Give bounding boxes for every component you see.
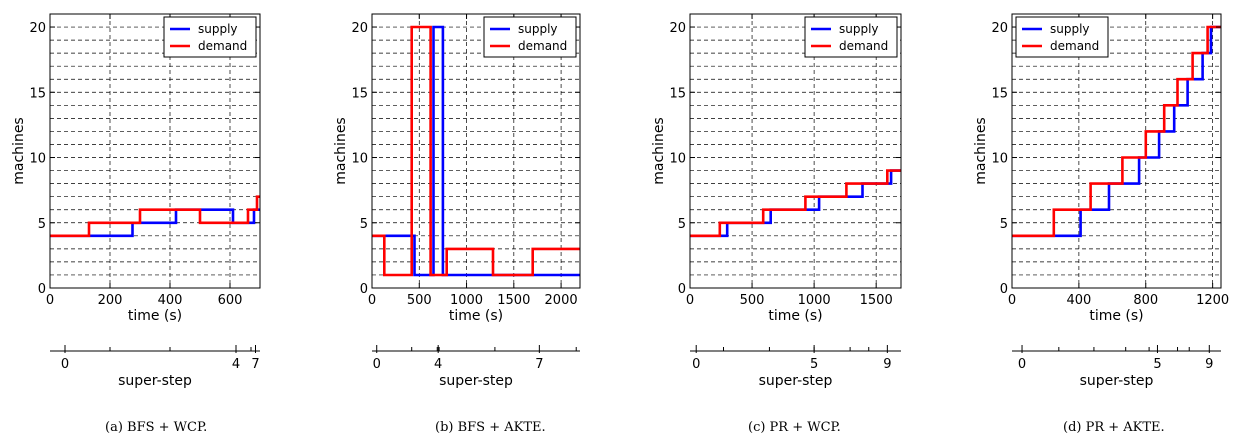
x-tick-label: 1500 (860, 293, 893, 308)
y-tick-label: 10 (669, 152, 686, 167)
super-step-tick-label: 0 (373, 357, 381, 372)
chart-panel-2: 0 5 10 15 20 0 500 1000 1500 2000 time (s) machines… (333, 13, 581, 435)
y-tick-label: 10 (351, 152, 368, 167)
super-step-tick-label: 0 (61, 357, 69, 372)
x-tick-label: 2000 (545, 293, 578, 308)
x-axis-label: time (s) (768, 308, 822, 324)
y-tick-label: 20 (991, 21, 1008, 36)
plot-frame (1011, 13, 1222, 289)
series-demand (1012, 25, 1221, 238)
y-tick-label: 10 (991, 152, 1008, 167)
legend-label-supply: supply (1050, 22, 1090, 36)
subfigure-caption: (a) BFS + WCP. (105, 420, 207, 435)
y-tick-label: 5 (678, 217, 686, 232)
y-tick-label: 0 (1000, 282, 1008, 297)
x-tick-label: 1200 (1196, 293, 1229, 308)
series-demand (690, 169, 901, 238)
y-tick-label: 0 (38, 282, 46, 297)
x-axis-label: time (s) (1089, 308, 1143, 324)
series-supply (50, 208, 260, 238)
y-tick-label: 5 (38, 217, 46, 232)
x-tick-label: 600 (218, 293, 243, 308)
super-step-label: super-step (118, 373, 192, 389)
super-step-tick-label: 0 (692, 357, 700, 372)
y-axis-label: machines (651, 117, 667, 184)
super-step-tick-label: 9 (883, 357, 891, 372)
y-tick-label: 5 (360, 217, 368, 232)
legend-box (483, 16, 577, 58)
series-supply (372, 25, 580, 277)
y-tick-label: 0 (678, 282, 686, 297)
super-step-label: super-step (759, 373, 833, 389)
series-supply (690, 169, 901, 238)
y-tick-label: 20 (29, 21, 46, 36)
legend: supply demand (163, 16, 257, 58)
subfigure-caption: (c) PR + WCP. (748, 420, 841, 435)
x-tick-label: 0 (686, 293, 694, 308)
chart-panel-3: 0 5 10 15 20 0 500 1000 1500 time (s) machines supp… (651, 13, 902, 435)
series-demand (50, 195, 260, 238)
x-axis-label: time (s) (128, 308, 182, 324)
x-tick-label: 0 (46, 293, 54, 308)
legend: supply demand (483, 16, 577, 58)
super-step-tick-label: 5 (810, 357, 818, 372)
y-tick-label: 0 (360, 282, 368, 297)
legend-box (804, 16, 898, 58)
y-axis-label: machines (333, 117, 349, 184)
plot-frame (689, 13, 902, 289)
y-tick-label: 5 (1000, 217, 1008, 232)
x-tick-label: 500 (740, 293, 765, 308)
x-tick-label: 1000 (798, 293, 831, 308)
x-tick-label: 1500 (497, 293, 530, 308)
y-axis-label: machines (973, 117, 989, 184)
subfigure-caption: (d) PR + AKTE. (1063, 420, 1165, 435)
legend-label-demand: demand (518, 39, 567, 53)
x-tick-label: 0 (1008, 293, 1016, 308)
legend-box (163, 16, 257, 58)
y-tick-label: 20 (669, 21, 686, 36)
super-step-tick-label: 9 (1205, 357, 1213, 372)
super-step-tick-label: 7 (251, 357, 259, 372)
x-tick-label: 0 (368, 293, 376, 308)
series-demand (372, 25, 580, 277)
super-step-tick-label: 4 (232, 357, 240, 372)
legend: supply demand (1015, 16, 1109, 58)
y-tick-label: 10 (29, 152, 46, 167)
legend-box (1015, 16, 1109, 58)
legend-label-supply: supply (518, 22, 558, 36)
x-tick-label: 400 (158, 293, 183, 308)
legend: supply demand (804, 16, 898, 58)
x-tick-label: 1000 (450, 293, 483, 308)
y-tick-label: 15 (669, 86, 686, 101)
x-tick-label: 800 (1133, 293, 1158, 308)
y-tick-label: 15 (991, 86, 1008, 101)
legend-label-demand: demand (1050, 39, 1099, 53)
super-step-tick-label: 4 (434, 357, 442, 372)
x-tick-label: 500 (407, 293, 432, 308)
legend-label-supply: supply (198, 22, 238, 36)
plot-frame (49, 13, 261, 289)
subfigure-caption: (b) BFS + AKTE. (435, 420, 546, 435)
y-tick-label: 15 (29, 86, 46, 101)
chart-panel-4: 0 5 10 15 20 0 400 800 1200 time (s) machines suppl… (973, 13, 1229, 435)
y-tick-label: 20 (351, 21, 368, 36)
super-step-label: super-step (439, 373, 513, 389)
legend-label-demand: demand (198, 39, 247, 53)
super-step-label: super-step (1080, 373, 1154, 389)
legend-label-supply: supply (839, 22, 879, 36)
x-axis-label: time (s) (449, 308, 503, 324)
y-axis-label: machines (11, 117, 27, 184)
super-step-tick-label: 5 (1153, 357, 1161, 372)
y-tick-label: 15 (351, 86, 368, 101)
legend-label-demand: demand (839, 39, 888, 53)
super-step-tick-label: 0 (1018, 357, 1026, 372)
x-tick-label: 400 (1066, 293, 1091, 308)
x-tick-label: 200 (98, 293, 123, 308)
plot-frame (371, 13, 581, 289)
super-step-tick-label: 7 (535, 357, 543, 372)
